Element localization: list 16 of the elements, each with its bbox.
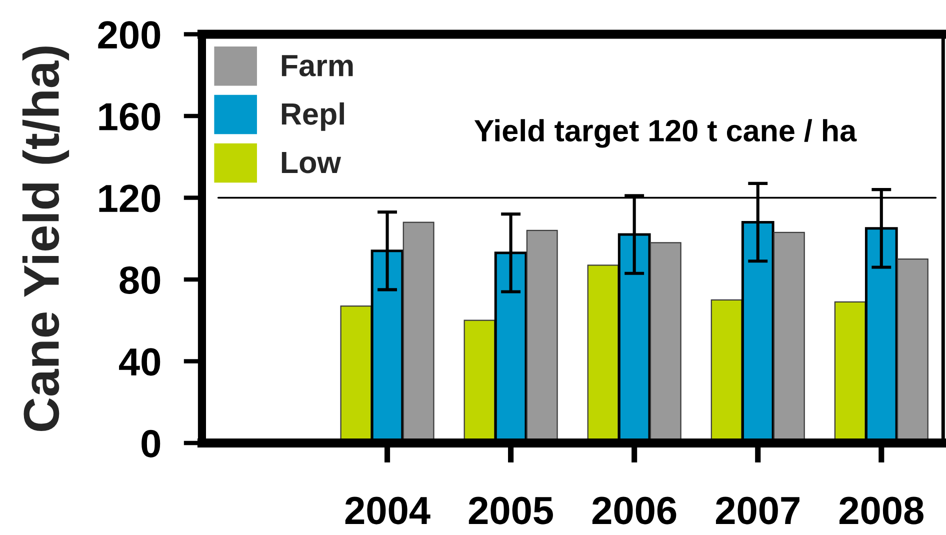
legend-label: Low: [282, 152, 342, 174]
x-tick-label: 2006: [592, 496, 676, 524]
legend-label: Farm: [282, 55, 353, 76]
y-tick-label: 200: [98, 21, 160, 49]
x-tick-label: 2005: [468, 496, 553, 524]
ref-line-label: Yield target 120 t cane / ha: [474, 119, 857, 148]
y-tick-label: 0: [142, 430, 160, 458]
y-tick-label: 160: [99, 102, 160, 130]
y-tick-label: 40: [119, 348, 160, 376]
legend-label: Repl: [282, 102, 344, 131]
x-tick-label: 2008: [839, 496, 924, 524]
y-axis-title: Cane Yield (t/ha): [22, 46, 70, 432]
x-tick-label: 2004: [345, 496, 430, 524]
y-tick-label: 120: [99, 184, 160, 212]
y-tick-label: 80: [120, 266, 160, 294]
x-tick-label: 2007: [716, 496, 800, 524]
